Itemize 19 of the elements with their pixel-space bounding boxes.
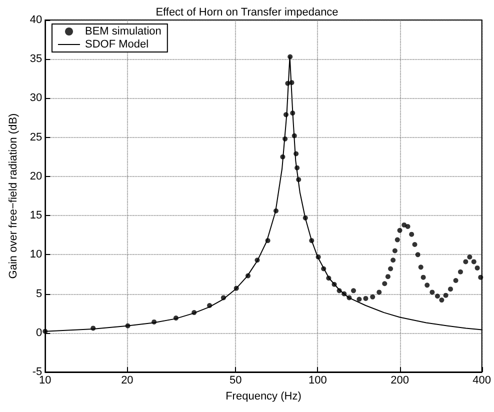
x-tick-label: 400 (472, 374, 492, 386)
y-tick-label: 35 (30, 53, 42, 66)
y-axis-title: Gain over free−field radiation (dB) (8, 113, 20, 279)
y-tick-label: 40 (30, 14, 42, 26)
y-tick-label: 0 (36, 326, 42, 339)
y-tick-label: 15 (30, 210, 42, 222)
y-tick-label: 30 (30, 92, 42, 104)
chart-title: Effect of Horn on Transfer impedance (156, 6, 338, 18)
y-tick-label: 10 (30, 248, 42, 261)
legend-label: SDOF Model (85, 38, 149, 50)
x-tick-label: 200 (390, 374, 409, 386)
y-tick-label: 25 (30, 131, 42, 144)
legend-label: BEM simulation (85, 26, 162, 38)
x-tick-label: 50 (230, 374, 242, 386)
y-tick-label: 5 (36, 288, 42, 300)
x-tick-label: 100 (308, 374, 327, 386)
x-tick-label: 20 (121, 374, 134, 386)
y-tick-label: 20 (30, 170, 42, 182)
x-axis-title: Frequency (Hz) (226, 390, 302, 402)
